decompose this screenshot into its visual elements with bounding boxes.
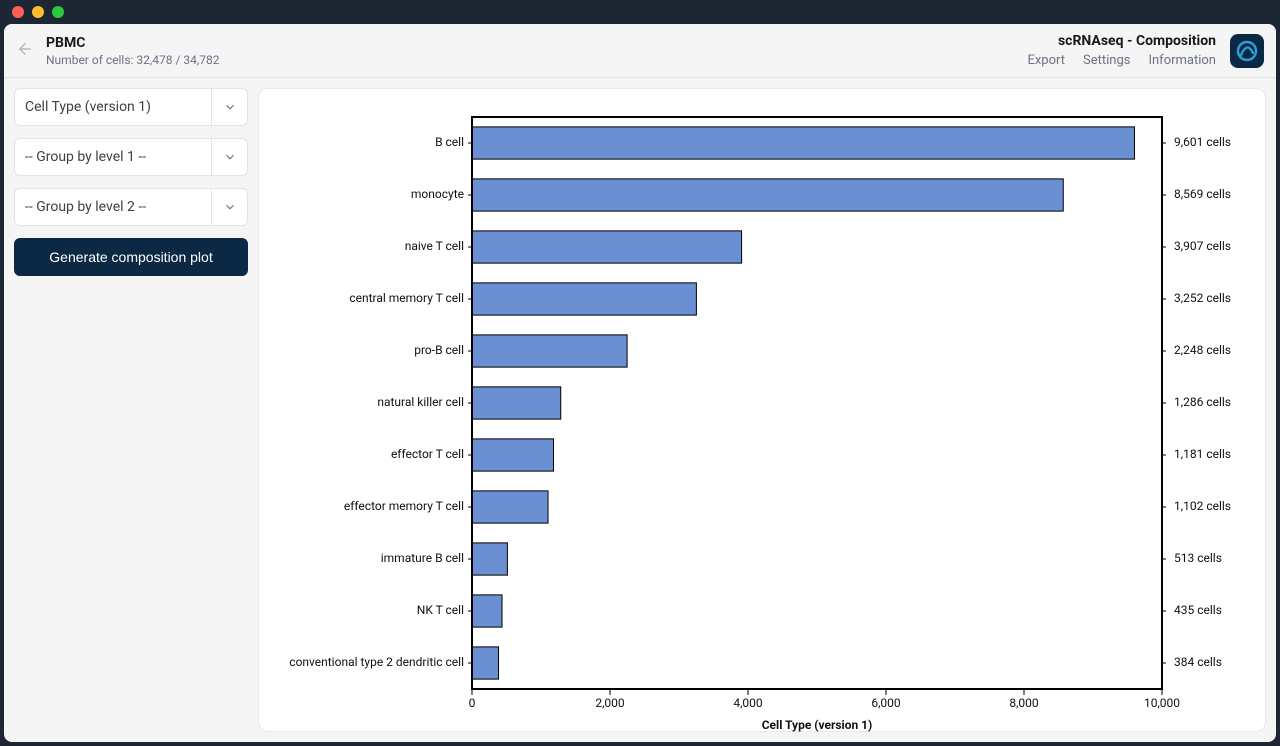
bar — [472, 127, 1134, 159]
x-tick-label: 8,000 — [1009, 696, 1039, 710]
bar — [472, 179, 1063, 211]
settings-link[interactable]: Settings — [1083, 53, 1130, 68]
bar — [472, 491, 548, 523]
bar — [472, 543, 507, 575]
group-level-2-select[interactable]: -- Group by level 2 -- — [14, 188, 248, 226]
category-label: effector memory T cell — [344, 499, 464, 513]
back-button[interactable] — [16, 39, 34, 63]
category-label: effector T cell — [391, 447, 464, 461]
window-titlebar — [0, 0, 1280, 24]
category-label: pro-B cell — [414, 343, 464, 357]
count-label: 1,286 cells — [1174, 395, 1231, 409]
category-label: natural killer cell — [377, 395, 464, 409]
count-label: 384 cells — [1174, 655, 1222, 669]
window-minimize-icon[interactable] — [32, 6, 44, 18]
bar — [472, 647, 498, 679]
count-label: 3,252 cells — [1174, 291, 1231, 305]
export-link[interactable]: Export — [1027, 53, 1065, 68]
window-close-icon[interactable] — [12, 6, 24, 18]
count-label: 513 cells — [1174, 551, 1222, 565]
generate-plot-button[interactable]: Generate composition plot — [14, 238, 248, 276]
chevron-down-icon — [211, 189, 247, 225]
group-level-1-select[interactable]: -- Group by level 1 -- — [14, 138, 248, 176]
count-label: 2,248 cells — [1174, 343, 1231, 357]
bar — [472, 283, 696, 315]
category-label: conventional type 2 dendritic cell — [289, 655, 464, 669]
chevron-down-icon — [211, 89, 247, 125]
group-level-2-value: -- Group by level 2 -- — [25, 199, 146, 215]
cell-type-select[interactable]: Cell Type (version 1) — [14, 88, 248, 126]
app-logo — [1230, 34, 1264, 68]
x-tick-label: 10,000 — [1144, 696, 1180, 710]
category-label: B cell — [435, 135, 464, 149]
x-tick-label: 4,000 — [733, 696, 763, 710]
chevron-down-icon — [211, 139, 247, 175]
category-label: central memory T cell — [349, 291, 464, 305]
bar — [472, 387, 561, 419]
window-zoom-icon[interactable] — [52, 6, 64, 18]
x-tick-label: 2,000 — [595, 696, 625, 710]
bar — [472, 335, 627, 367]
app-header: PBMC Number of cells: 32,478 / 34,782 sc… — [4, 24, 1276, 78]
category-label: NK T cell — [417, 603, 464, 617]
count-label: 9,601 cells — [1174, 135, 1231, 149]
category-label: immature B cell — [381, 551, 464, 565]
x-tick-label: 0 — [469, 696, 476, 710]
cell-type-select-value: Cell Type (version 1) — [25, 99, 151, 115]
count-label: 435 cells — [1174, 603, 1222, 617]
information-link[interactable]: Information — [1148, 53, 1216, 68]
page-title: PBMC — [46, 35, 219, 51]
bar — [472, 231, 742, 263]
count-label: 8,569 cells — [1174, 187, 1231, 201]
x-axis-label: Cell Type (version 1) — [762, 718, 873, 732]
chart-card: B cell 9,601 cells monocyte 8,569 cells naiv… — [258, 88, 1266, 732]
app-name: scRNAseq - Composition — [1058, 33, 1216, 49]
count-label: 1,102 cells — [1174, 499, 1231, 513]
category-label: monocyte — [411, 187, 464, 201]
cell-count-subtitle: Number of cells: 32,478 / 34,782 — [46, 53, 219, 67]
bar — [472, 595, 502, 627]
count-label: 3,907 cells — [1174, 239, 1231, 253]
category-label: naive T cell — [405, 239, 464, 253]
sidebar: Cell Type (version 1) -- Group by level … — [4, 78, 258, 742]
count-label: 1,181 cells — [1174, 447, 1231, 461]
group-level-1-value: -- Group by level 1 -- — [25, 149, 146, 165]
composition-bar-chart: B cell 9,601 cells monocyte 8,569 cells naiv… — [259, 107, 1265, 737]
bar — [472, 439, 553, 471]
x-tick-label: 6,000 — [871, 696, 901, 710]
